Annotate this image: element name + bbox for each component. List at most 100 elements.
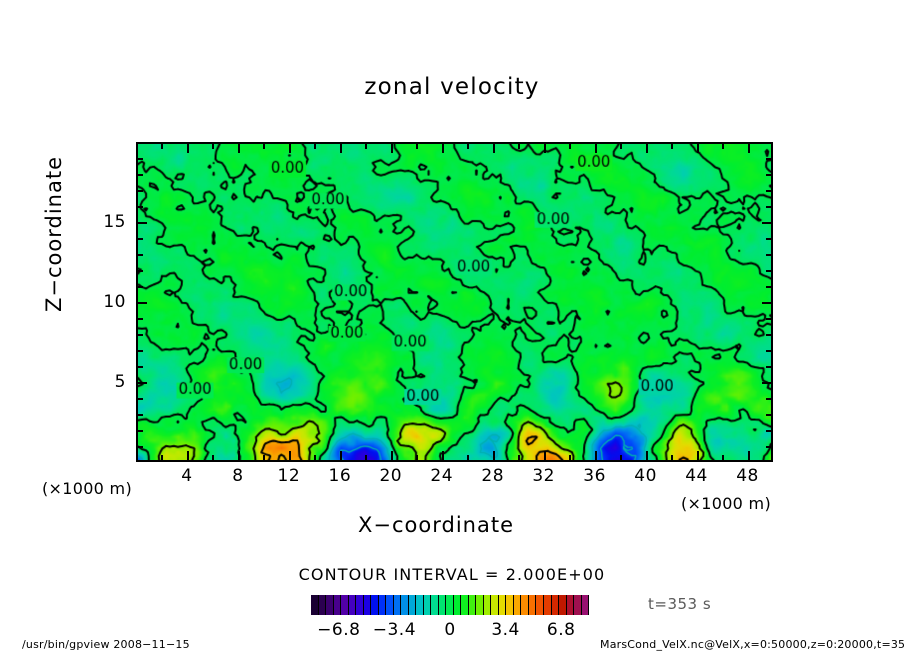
y-tick-right xyxy=(766,414,771,416)
x-tick-label: 16 xyxy=(328,466,352,486)
colorbar-cell xyxy=(326,595,334,615)
colorbar-cell xyxy=(543,595,552,615)
x-tick-bottom xyxy=(748,451,750,460)
x-tick-bottom xyxy=(518,455,520,460)
x-tick-bottom xyxy=(671,455,673,460)
x-tick-label: 4 xyxy=(181,466,193,486)
x-tick-bottom xyxy=(697,451,699,460)
x-tick-label: 24 xyxy=(430,466,454,486)
x-tick-top xyxy=(671,144,673,149)
y-tick-right xyxy=(766,238,771,240)
y-tick-left xyxy=(138,350,143,352)
colorbar-cell xyxy=(378,595,387,615)
colorbar-cell xyxy=(348,595,357,615)
y-tick-right xyxy=(766,206,771,208)
y-tick-right xyxy=(766,174,771,176)
y-tick-label: 5 xyxy=(114,372,126,392)
colorbar-cell xyxy=(363,595,372,615)
y-tick-left xyxy=(138,366,143,368)
x-tick-bottom xyxy=(442,451,444,460)
y-tick-right xyxy=(766,254,771,256)
y-tick-right xyxy=(762,382,771,384)
contour-plot-frame[interactable] xyxy=(136,142,773,462)
x-tick-top xyxy=(544,144,546,153)
x-tick-bottom xyxy=(187,451,189,460)
x-tick-bottom xyxy=(340,451,342,460)
colorbar-cell xyxy=(551,595,560,615)
colorbar-cell xyxy=(393,595,402,615)
colorbar-cell xyxy=(408,595,417,615)
y-tick-right xyxy=(766,334,771,336)
y-axis-unit-label: (×1000 m) xyxy=(42,479,132,498)
colorbar-cell xyxy=(468,595,477,615)
x-tick-top xyxy=(697,144,699,153)
colorbar-cell xyxy=(498,595,507,615)
x-tick-top xyxy=(569,144,571,149)
colorbar-cell xyxy=(318,595,327,615)
colorbar-cell xyxy=(461,595,469,615)
y-tick-left xyxy=(138,238,143,240)
x-tick-label: 28 xyxy=(481,466,505,486)
colorbar-cell xyxy=(574,595,582,615)
y-tick-label: 10 xyxy=(103,292,126,312)
time-label: t=353 s xyxy=(648,595,712,613)
x-tick-bottom xyxy=(365,455,367,460)
page-title: zonal velocity xyxy=(364,74,540,100)
colorbar-cell xyxy=(581,595,590,615)
x-tick-label: 36 xyxy=(583,466,606,486)
y-tick-left xyxy=(138,430,143,432)
colorbar[interactable] xyxy=(311,595,590,615)
x-tick-top xyxy=(289,144,291,153)
x-tick-top xyxy=(722,144,724,149)
y-tick-right xyxy=(766,270,771,272)
y-tick-left xyxy=(138,158,143,160)
x-tick-top xyxy=(595,144,597,153)
colorbar-cell xyxy=(491,595,499,615)
colorbar-cell xyxy=(483,595,492,615)
x-tick-bottom xyxy=(416,455,418,460)
y-tick-left xyxy=(138,446,143,448)
contour-interval-caption: CONTOUR INTERVAL = 2.000E+00 xyxy=(298,565,606,584)
x-axis-unit-label: (×1000 m) xyxy=(681,494,771,513)
x-tick-label: 20 xyxy=(379,466,403,486)
x-tick-bottom xyxy=(289,451,291,460)
x-tick-label: 48 xyxy=(736,466,759,486)
colorbar-cell xyxy=(333,595,342,615)
x-tick-top xyxy=(263,144,265,149)
colorbar-cell xyxy=(386,595,394,615)
colorbar-cell xyxy=(356,595,364,615)
colorbar-tick-label: 0 xyxy=(444,620,456,640)
x-tick-top xyxy=(646,144,648,153)
colorbar-cell xyxy=(438,595,447,615)
y-tick-left xyxy=(138,286,143,288)
y-tick-left xyxy=(138,334,143,336)
y-tick-left xyxy=(138,398,143,400)
y-tick-right xyxy=(762,222,771,224)
x-tick-bottom xyxy=(161,455,163,460)
x-tick-top xyxy=(340,144,342,153)
x-tick-top xyxy=(161,144,163,149)
y-tick-right xyxy=(766,286,771,288)
x-tick-bottom xyxy=(238,451,240,460)
footer-source-label: MarsCond_VelX.nc@VelX,x=0:50000,z=0:2000… xyxy=(600,638,904,651)
x-tick-top xyxy=(187,144,189,153)
colorbar-cell xyxy=(566,595,575,615)
x-tick-top xyxy=(416,144,418,149)
colorbar-cell xyxy=(401,595,409,615)
x-tick-bottom xyxy=(263,455,265,460)
x-tick-bottom xyxy=(212,455,214,460)
y-tick-right xyxy=(766,318,771,320)
colorbar-tick-label: 6.8 xyxy=(546,620,576,640)
y-tick-left xyxy=(138,254,143,256)
x-tick-bottom xyxy=(467,455,469,460)
x-tick-top xyxy=(467,144,469,149)
x-tick-top xyxy=(620,144,622,149)
x-tick-label: 44 xyxy=(685,466,708,486)
y-tick-left xyxy=(138,222,147,224)
y-tick-right xyxy=(766,350,771,352)
x-tick-top xyxy=(748,144,750,153)
colorbar-cell xyxy=(506,595,514,615)
y-tick-left xyxy=(138,174,143,176)
colorbar-cell xyxy=(521,595,529,615)
colorbar-cell xyxy=(513,595,522,615)
